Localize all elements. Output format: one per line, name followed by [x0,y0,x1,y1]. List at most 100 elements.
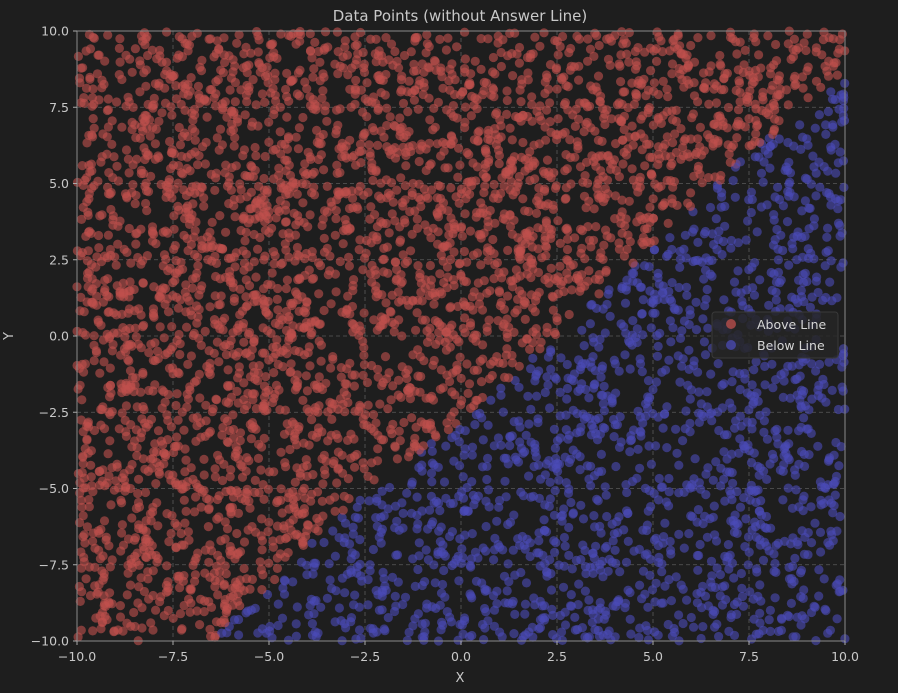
point-above [112,281,122,291]
point-below [621,557,632,567]
point-below [678,584,688,594]
point-above [199,470,209,480]
point-above [75,596,85,607]
point-below [715,591,725,601]
point-above [159,333,169,343]
point-above [292,492,302,502]
point-above [528,264,538,274]
point-below [793,540,803,550]
point-below [826,200,836,210]
point-below [759,466,769,476]
point-above [553,50,563,60]
point-above [206,546,217,556]
point-above [232,386,242,396]
point-above [103,189,114,199]
point-below [664,355,674,365]
point-below [522,534,532,544]
point-above [221,227,231,237]
point-above [545,98,555,108]
point-below [716,202,726,212]
point-above [213,590,223,600]
point-below [589,380,599,390]
point-below [785,177,795,187]
point-above [753,120,763,130]
point-above [362,78,372,88]
point-above [134,304,144,314]
point-above [321,378,331,388]
point-above [239,378,249,388]
point-above [314,139,324,149]
point-below [785,393,795,403]
point-below [654,557,664,568]
point-below [758,555,769,565]
point-above [414,80,424,90]
point-below [711,457,721,467]
point-above [225,85,235,95]
point-above [307,53,317,63]
point-above [282,275,292,285]
point-above [115,601,125,611]
point-above [667,59,678,69]
point-above [140,181,150,191]
point-above [441,345,451,355]
point-below [819,574,829,584]
point-above [422,419,432,429]
point-above [180,287,190,297]
point-below [445,531,455,542]
point-below [654,279,664,289]
point-above [594,289,604,299]
point-above [565,135,575,145]
point-below [549,510,560,520]
point-below [322,593,332,603]
point-below [374,605,384,615]
point-below [784,191,794,201]
point-above [552,134,562,145]
point-below [515,422,525,432]
point-above [502,95,512,106]
point-above [206,169,216,179]
point-above [563,256,573,266]
point-above [295,65,305,75]
point-above [653,114,664,124]
point-above [256,465,266,475]
point-above [282,343,292,353]
point-above [371,34,381,44]
point-below [417,580,427,591]
point-below [664,473,674,484]
point-above [330,269,340,279]
point-above [253,47,263,57]
point-below [815,359,825,369]
point-below [353,513,363,523]
point-below [732,518,742,528]
point-above [83,210,93,220]
point-above [476,377,487,387]
point-above [424,138,434,148]
point-above [162,561,172,571]
point-above [735,97,745,107]
point-below [682,595,692,605]
point-above [455,352,465,362]
point-above [169,441,180,452]
point-below [735,502,746,512]
point-below [653,495,664,505]
point-above [774,71,785,81]
point-above [494,159,504,169]
point-above [344,261,354,271]
point-above [745,70,755,80]
point-above [191,273,201,283]
point-below [778,466,788,476]
point-above [89,356,99,366]
point-above [462,257,472,267]
point-above [288,177,298,187]
point-above [121,145,132,155]
point-below [634,544,645,555]
point-above [278,362,288,372]
point-below [559,532,570,543]
point-below [598,390,608,400]
point-below [764,300,774,310]
point-above [229,293,239,303]
point-below [707,571,717,581]
point-above [687,113,697,123]
point-below [720,581,730,591]
point-above [241,275,251,285]
